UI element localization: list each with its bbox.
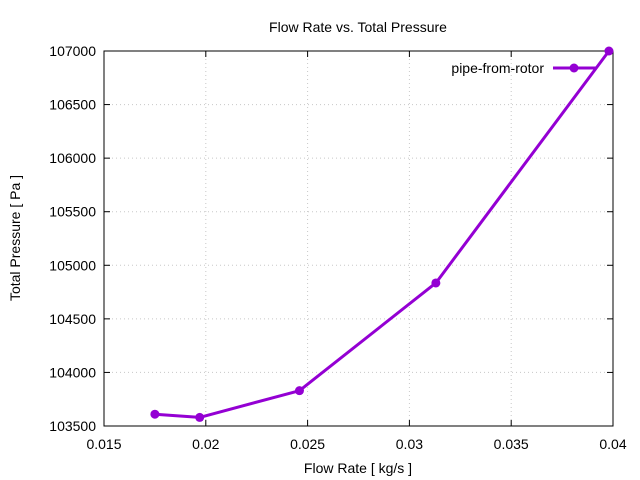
- x-tick-label: 0.02: [192, 436, 219, 452]
- x-axis-title: Flow Rate [ kg/s ]: [304, 460, 412, 476]
- y-tick-label: 105500: [49, 204, 96, 220]
- x-tick-label: 0.025: [290, 436, 325, 452]
- series-layer: [150, 46, 614, 422]
- data-point: [604, 46, 614, 56]
- y-tick-label: 104000: [49, 364, 96, 380]
- x-tick-label: 0.03: [396, 436, 423, 452]
- y-tick-label: 106500: [49, 97, 96, 113]
- y-tick-label: 106000: [49, 150, 96, 166]
- series-line: [154, 50, 611, 419]
- y-tick-label: 105000: [49, 257, 96, 273]
- legend: pipe-from-rotor: [451, 60, 596, 76]
- y-axis: 103500 104000 104500 105000 105500 106000 1065…: [49, 43, 613, 434]
- data-point: [195, 412, 205, 422]
- data-point: [294, 386, 304, 396]
- x-tick-label: 0.035: [494, 436, 529, 452]
- y-axis-title: Total Pressure [ Pa ]: [7, 175, 23, 301]
- y-tick-label: 103500: [49, 418, 96, 434]
- y-tick-label: 107000: [49, 43, 96, 59]
- legend-label: pipe-from-rotor: [451, 60, 544, 76]
- x-axis: 0.015 0.02 0.025 0.03 0.035 0.04: [86, 51, 627, 452]
- plot-frame: [103, 50, 614, 427]
- grid: [104, 51, 613, 426]
- x-tick-label: 0.04: [599, 436, 626, 452]
- x-tick-label: 0.015: [86, 436, 121, 452]
- data-point: [431, 278, 441, 288]
- data-point: [150, 409, 160, 419]
- legend-marker: [569, 63, 579, 73]
- y-tick-label: 104500: [49, 311, 96, 327]
- chart-title: Flow Rate vs. Total Pressure: [269, 19, 447, 35]
